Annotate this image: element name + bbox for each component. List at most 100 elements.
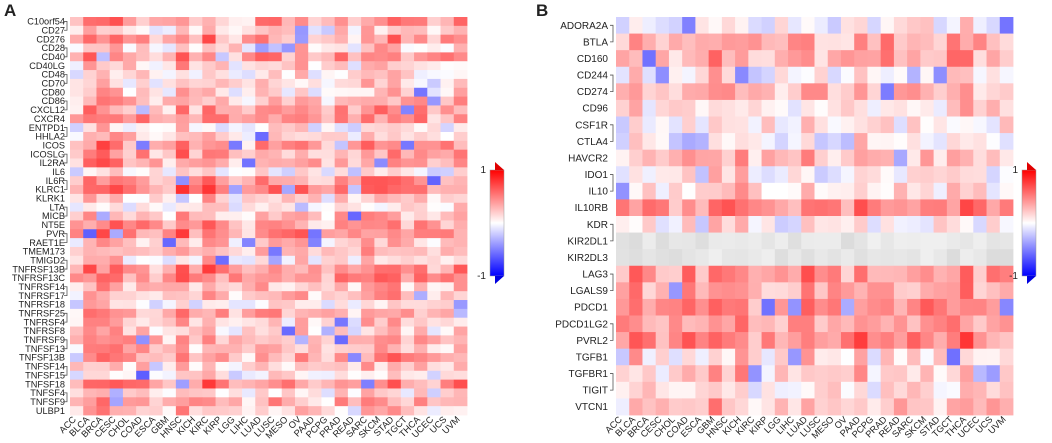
heatmap-cell — [281, 17, 296, 27]
heatmap-cell — [281, 140, 296, 151]
heatmap-cell — [827, 66, 842, 84]
heatmap-cell — [400, 379, 415, 389]
heatmap-cell — [162, 167, 177, 177]
heatmap-cell — [202, 344, 216, 354]
heatmap-cell — [414, 229, 428, 239]
heatmap-cell — [774, 216, 789, 233]
heatmap-cell — [215, 317, 230, 327]
heatmap-cell — [361, 17, 375, 27]
heatmap-cell — [308, 255, 322, 266]
heatmap-cell — [973, 365, 987, 383]
heatmap-cell — [642, 83, 657, 101]
heatmap-cell — [321, 326, 336, 336]
heatmap-cell — [83, 185, 97, 195]
heatmap-cell — [642, 216, 657, 233]
heatmap-cell — [387, 131, 402, 142]
heatmap-cell — [668, 50, 683, 68]
heatmap-cell — [83, 300, 97, 310]
row-label: TNFRSF9 — [24, 335, 65, 345]
heatmap-cell — [682, 17, 696, 34]
row-label: KLRC1 — [35, 185, 65, 195]
heatmap-cell — [814, 348, 829, 366]
heatmap-cell — [708, 83, 723, 101]
heatmap-cell — [440, 282, 455, 292]
heatmap-cell — [440, 246, 455, 257]
heatmap-cell — [308, 353, 322, 363]
heatmap-cell — [986, 116, 1001, 134]
heatmap-cell — [268, 229, 283, 239]
heatmap-cell — [215, 273, 230, 283]
heatmap-cell — [414, 397, 428, 407]
heatmap-cell — [109, 326, 124, 336]
heatmap-cell — [880, 315, 895, 333]
heatmap-cell — [70, 273, 84, 283]
heatmap-cell — [973, 50, 987, 68]
heatmap-cell — [453, 361, 468, 372]
heatmap-cell — [162, 229, 177, 239]
heatmap-cell — [347, 291, 362, 301]
heatmap-cell — [175, 96, 190, 106]
heatmap-cell — [655, 83, 670, 101]
heatmap-cell — [242, 326, 256, 336]
row-dendrogram-bracket — [64, 100, 68, 111]
heatmap-cell — [761, 249, 776, 267]
heatmap-cell — [149, 317, 164, 327]
row-label: LAG3 — [582, 270, 608, 281]
heatmap-cell — [973, 199, 987, 217]
heatmap-cell — [308, 158, 322, 168]
row-dendrogram-bracket — [610, 174, 614, 192]
heatmap-cell — [374, 52, 388, 62]
heatmap-cell — [668, 116, 683, 134]
heatmap-cell — [440, 388, 455, 398]
heatmap-cell — [334, 185, 349, 195]
heatmap-cell — [268, 185, 283, 195]
heatmap-cell — [400, 238, 415, 248]
heatmap-cell — [334, 238, 349, 248]
heatmap-cell — [83, 149, 97, 159]
heatmap-cell — [682, 116, 696, 134]
heatmap-cell — [281, 300, 296, 310]
heatmap-panel-b: ADORA2ABTLACD160CD244CD274CD96CSF1RCTLA4… — [555, 17, 1037, 441]
row-label: LGALS9 — [570, 286, 608, 297]
heatmap-cell — [189, 131, 203, 142]
heatmap-cell — [228, 131, 243, 142]
heatmap-cell — [149, 291, 164, 301]
heatmap-cell — [880, 133, 895, 151]
heatmap-cell — [228, 246, 243, 257]
heatmap-cell — [175, 282, 190, 292]
heatmap-cell — [189, 229, 203, 239]
heatmap-cell — [122, 379, 137, 389]
heatmap-cell — [268, 78, 283, 89]
heatmap-cell — [136, 61, 150, 71]
heatmap-cell — [788, 50, 802, 68]
heatmap-cell — [242, 282, 256, 292]
heatmap-cell — [189, 176, 203, 186]
heatmap-cell — [215, 220, 230, 230]
heatmap-cell — [453, 158, 468, 168]
heatmap-cell — [70, 335, 84, 345]
heatmap-cell — [986, 149, 1001, 167]
heatmap-cell — [122, 406, 137, 416]
heatmap-cell — [642, 116, 657, 134]
heatmap-cell — [682, 315, 696, 333]
heatmap-cell — [96, 17, 111, 27]
heatmap-cell — [83, 291, 97, 301]
heatmap-cell — [255, 87, 269, 97]
colorbar — [489, 169, 505, 277]
heatmap-cell — [202, 96, 216, 106]
heatmap-cell — [933, 99, 948, 117]
heatmap-cell — [748, 199, 762, 217]
heatmap-cell — [973, 182, 987, 200]
heatmap-cell — [175, 17, 190, 27]
heatmap-cell — [215, 96, 230, 106]
heatmap-cell — [708, 50, 723, 68]
heatmap-cell — [136, 176, 150, 186]
heatmap-cell — [281, 34, 296, 44]
heatmap-cell — [109, 317, 124, 327]
heatmap-cell — [400, 255, 415, 266]
row-label: CD274 — [577, 87, 609, 98]
heatmap-cell — [70, 149, 84, 159]
heatmap-cell — [334, 176, 349, 186]
heatmap-cell — [616, 116, 630, 134]
heatmap-cell — [933, 332, 948, 350]
